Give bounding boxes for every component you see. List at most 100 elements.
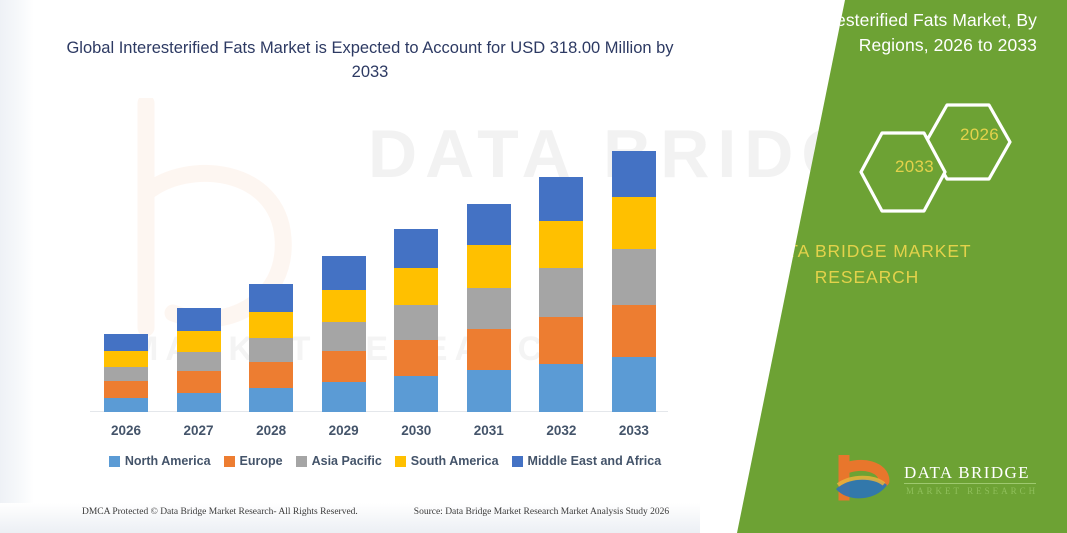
legend-item: Middle East and Africa	[511, 454, 662, 468]
bar-column-2030	[385, 120, 447, 412]
x-axis-label-2026: 2026	[110, 423, 142, 438]
bar-segment	[466, 204, 511, 245]
bar-stack	[466, 204, 511, 412]
legend-item: South America	[394, 454, 499, 468]
bar-segment	[539, 221, 584, 268]
hexagon-shapes-icon	[859, 103, 1012, 213]
bar-column-2032	[530, 120, 592, 412]
x-axis-label-2030: 2030	[401, 423, 432, 438]
bar-segment	[176, 393, 221, 412]
bar-segment	[321, 322, 366, 351]
bar-segment	[611, 357, 656, 412]
bar-stack	[176, 308, 221, 412]
hexagon-badges: 2026 2033	[767, 95, 1057, 215]
footer: DMCA Protected © Data Bridge Market Rese…	[82, 507, 682, 517]
panel-title: Global Interesterified Fats Market, By R…	[744, 10, 1037, 55]
chart-legend: North America Europe Asia Pacific South Ame…	[95, 454, 675, 468]
bar-segment	[394, 268, 439, 305]
logo-title: DATA BRIDGE	[904, 463, 1030, 482]
green-side-panel: Global Interesterified Fats Market, By R…	[737, 0, 1067, 533]
legend-swatch-icon	[511, 455, 523, 467]
bar-segment	[321, 256, 366, 290]
bar-segment	[249, 362, 294, 388]
bar-segment	[394, 340, 439, 376]
bar-column-2029	[313, 120, 375, 412]
bar-segment	[176, 352, 221, 371]
bar-stack	[394, 229, 439, 412]
bar-segment	[249, 338, 294, 362]
bar-segment	[611, 249, 656, 305]
bar-column-2027	[168, 120, 230, 412]
bar-segment	[611, 151, 656, 197]
bar-column-2033	[603, 120, 665, 412]
bar-segment	[321, 382, 366, 412]
bar-segment	[611, 305, 656, 357]
bar-segment	[104, 351, 148, 367]
bar-column-2031	[458, 120, 520, 412]
bar-segment	[466, 288, 511, 329]
bar-segment	[466, 245, 511, 288]
hexagon-label-front: 2033	[895, 157, 935, 176]
bar-segment	[104, 367, 148, 381]
legend-swatch-icon	[223, 455, 235, 467]
bar-segment	[539, 317, 584, 364]
legend-item: Asia Pacific	[295, 454, 382, 468]
bar-segment	[321, 290, 366, 322]
bar-segment	[466, 370, 511, 412]
bar-column-2028	[240, 120, 302, 412]
bar-segment	[394, 229, 439, 268]
bar-stack	[249, 284, 294, 412]
legend-swatch-icon	[108, 455, 120, 467]
legend-label: North America	[124, 454, 211, 468]
legend-label: Middle East and Africa	[527, 454, 662, 468]
bar-segment	[176, 371, 221, 393]
x-axis-label-2027: 2027	[183, 423, 214, 438]
panel-brand-line2: RESEARCH	[814, 267, 920, 287]
bar-segment	[104, 381, 148, 398]
x-axis-label-2031: 2031	[473, 423, 504, 438]
bars-row	[95, 120, 665, 412]
chart-area: DATA BRIDGE MARKET RESEARCH Global Inter…	[66, 39, 907, 517]
bottom-edge-gradient	[0, 503, 700, 533]
bar-segment	[249, 312, 294, 338]
axis-baseline	[90, 411, 668, 412]
bar-segment	[176, 308, 221, 331]
bar-column-2026	[95, 120, 157, 412]
footer-source: Source: Data Bridge Market Research Mark…	[413, 507, 670, 517]
legend-label: Asia Pacific	[311, 454, 382, 468]
bar-segment	[539, 268, 584, 317]
logo-subtitle: MARKET RESEARCH	[906, 486, 1039, 496]
bar-stack	[104, 334, 148, 412]
x-axis-label-2029: 2029	[328, 423, 359, 438]
hexagon-label-back: 2026	[960, 125, 1000, 144]
bar-segment	[394, 305, 439, 340]
bar-segment	[104, 398, 148, 412]
bar-stack	[321, 256, 366, 412]
data-bridge-logo: DATA BRIDGE MARKET RESEARCH	[832, 453, 1042, 515]
bar-stack	[611, 151, 656, 412]
chart-title: Global Interesterified Fats Market is Ex…	[66, 39, 674, 81]
logo-divider	[904, 483, 1036, 484]
bar-segment	[176, 331, 221, 352]
legend-label: Europe	[239, 454, 283, 468]
x-axis-label-2032: 2032	[546, 423, 577, 438]
bar-segment	[611, 197, 656, 249]
bar-segment	[539, 177, 584, 221]
bar-segment	[249, 284, 294, 312]
x-axis-labels: 2026 2027 2028 2029 2030 2031 2032 2033	[95, 423, 665, 438]
panel-brand: DATA BRIDGE MARKET RESEARCH	[737, 238, 1037, 290]
legend-item: North America	[108, 454, 211, 468]
bar-segment	[539, 364, 584, 412]
bar-segment	[466, 329, 511, 370]
bar-segment	[321, 351, 366, 382]
bar-segment	[104, 334, 148, 351]
left-edge-gradient	[0, 0, 34, 533]
stacked-bar-plot	[90, 120, 668, 412]
bar-stack	[539, 177, 584, 412]
legend-swatch-icon	[295, 455, 307, 467]
panel-brand-line1: DATA BRIDGE MARKET	[762, 241, 972, 261]
bar-segment	[394, 376, 439, 412]
bar-segment	[249, 388, 294, 412]
data-bridge-mark-icon	[836, 453, 890, 501]
legend-label: South America	[410, 454, 499, 468]
